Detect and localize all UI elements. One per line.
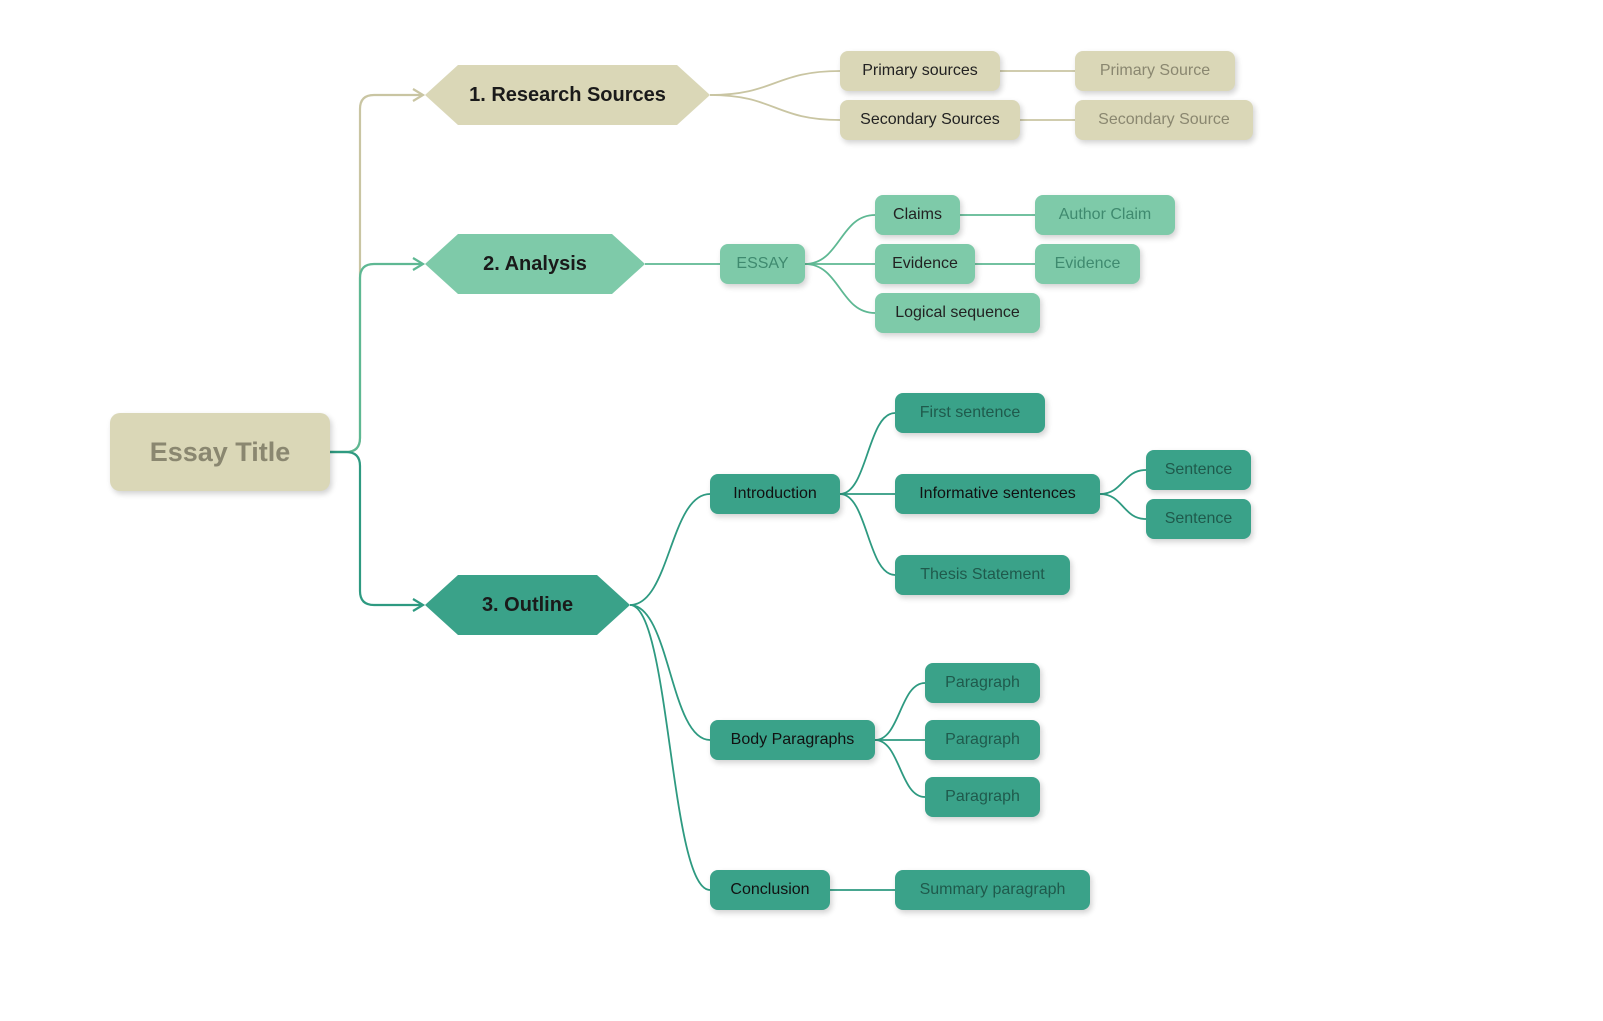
connector bbox=[805, 264, 875, 313]
node-primary-label: Primary sources bbox=[862, 62, 978, 80]
node-intro-label: Introduction bbox=[733, 485, 817, 503]
node-conclusion: Conclusion bbox=[710, 870, 830, 910]
connector bbox=[710, 71, 840, 95]
node-secondary-src-label: Secondary Source bbox=[1098, 111, 1230, 129]
node-intro: Introduction bbox=[710, 474, 840, 514]
node-primary-src: Primary Source bbox=[1075, 51, 1235, 91]
connector bbox=[875, 683, 925, 740]
arrowhead-icon bbox=[413, 89, 423, 101]
node-informative-label: Informative sentences bbox=[919, 485, 1076, 503]
connector bbox=[630, 605, 710, 740]
connector bbox=[840, 494, 895, 575]
connector bbox=[330, 264, 421, 452]
connector bbox=[330, 452, 421, 605]
node-claims-label: Claims bbox=[893, 206, 942, 224]
node-informative: Informative sentences bbox=[895, 474, 1100, 514]
node-primary-src-label: Primary Source bbox=[1100, 62, 1210, 80]
branch-outline: 3. Outline bbox=[425, 575, 630, 635]
node-para3-label: Paragraph bbox=[945, 788, 1020, 806]
node-logical-label: Logical sequence bbox=[895, 304, 1020, 322]
node-claims: Claims bbox=[875, 195, 960, 235]
root-node: Essay Title bbox=[110, 413, 330, 491]
node-sent2: Sentence bbox=[1146, 499, 1251, 539]
node-para2: Paragraph bbox=[925, 720, 1040, 760]
node-evidence2: Evidence bbox=[1035, 244, 1140, 284]
node-author-claim: Author Claim bbox=[1035, 195, 1175, 235]
connector bbox=[710, 95, 840, 120]
connector bbox=[875, 740, 925, 797]
node-summary: Summary paragraph bbox=[895, 870, 1090, 910]
connector bbox=[1100, 494, 1146, 519]
arrowhead-icon bbox=[413, 258, 423, 270]
node-logical: Logical sequence bbox=[875, 293, 1040, 333]
connector bbox=[1100, 470, 1146, 494]
node-essay-label: ESSAY bbox=[736, 255, 788, 273]
node-summary-label: Summary paragraph bbox=[920, 881, 1066, 899]
arrowhead-icon bbox=[413, 599, 423, 611]
node-para3: Paragraph bbox=[925, 777, 1040, 817]
node-thesis: Thesis Statement bbox=[895, 555, 1070, 595]
branch-research: 1. Research Sources bbox=[425, 65, 710, 125]
node-first-sentence: First sentence bbox=[895, 393, 1045, 433]
node-secondary-label: Secondary Sources bbox=[860, 111, 1000, 129]
node-evidence-label: Evidence bbox=[892, 255, 958, 273]
connector bbox=[630, 605, 710, 890]
node-author-claim-label: Author Claim bbox=[1059, 206, 1151, 224]
branch-analysis: 2. Analysis bbox=[425, 234, 645, 294]
connector bbox=[330, 95, 421, 452]
node-secondary: Secondary Sources bbox=[840, 100, 1020, 140]
node-body: Body Paragraphs bbox=[710, 720, 875, 760]
node-para2-label: Paragraph bbox=[945, 731, 1020, 749]
connector bbox=[840, 413, 895, 494]
root-node-label: Essay Title bbox=[150, 437, 291, 468]
node-primary: Primary sources bbox=[840, 51, 1000, 91]
node-body-label: Body Paragraphs bbox=[731, 731, 855, 749]
branch-outline-label: 3. Outline bbox=[482, 594, 573, 617]
node-para1-label: Paragraph bbox=[945, 674, 1020, 692]
branch-research-label: 1. Research Sources bbox=[469, 84, 666, 107]
node-secondary-src: Secondary Source bbox=[1075, 100, 1253, 140]
connector bbox=[805, 215, 875, 264]
node-first-sentence-label: First sentence bbox=[920, 404, 1020, 422]
branch-analysis-label: 2. Analysis bbox=[483, 253, 587, 276]
node-sent1: Sentence bbox=[1146, 450, 1251, 490]
node-essay: ESSAY bbox=[720, 244, 805, 284]
node-evidence: Evidence bbox=[875, 244, 975, 284]
node-thesis-label: Thesis Statement bbox=[920, 566, 1045, 584]
node-sent1-label: Sentence bbox=[1165, 461, 1233, 479]
node-conclusion-label: Conclusion bbox=[730, 881, 809, 899]
node-sent2-label: Sentence bbox=[1165, 510, 1233, 528]
node-evidence2-label: Evidence bbox=[1055, 255, 1121, 273]
node-para1: Paragraph bbox=[925, 663, 1040, 703]
connector bbox=[630, 494, 710, 605]
